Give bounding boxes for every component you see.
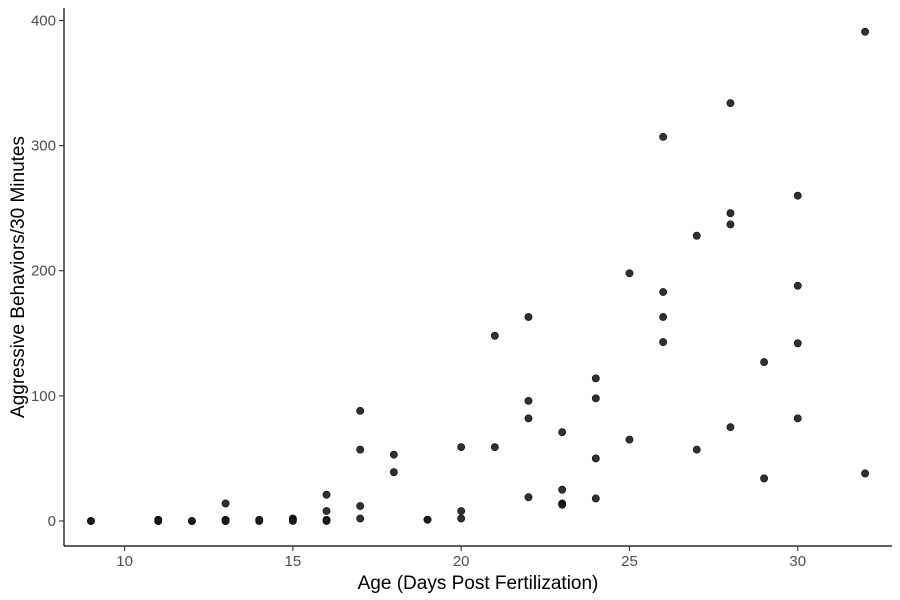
y-axis-title: Aggressive Behaviors/30 Minutes xyxy=(8,136,29,418)
data-point xyxy=(491,332,498,339)
data-point xyxy=(660,313,667,320)
data-point xyxy=(323,507,330,514)
data-point xyxy=(727,424,734,431)
y-tick-label: 300 xyxy=(31,138,56,155)
data-point xyxy=(491,444,498,451)
data-point xyxy=(693,232,700,239)
data-point xyxy=(357,515,364,522)
y-tick-label: 100 xyxy=(31,388,56,405)
data-point xyxy=(760,475,767,482)
y-tick-label: 0 xyxy=(48,513,56,530)
data-point xyxy=(794,192,801,199)
data-point xyxy=(357,446,364,453)
x-axis-ticks: 10 15 20 25 30 xyxy=(116,546,806,570)
data-point xyxy=(458,444,465,451)
data-point xyxy=(559,429,566,436)
data-point xyxy=(525,494,532,501)
data-point xyxy=(390,469,397,476)
data-point xyxy=(357,502,364,509)
x-tick-label: 30 xyxy=(789,553,806,570)
data-point xyxy=(525,415,532,422)
data-point xyxy=(592,455,599,462)
x-tick-label: 15 xyxy=(285,553,302,570)
data-point xyxy=(660,338,667,345)
data-point xyxy=(87,517,94,524)
data-point xyxy=(525,313,532,320)
data-point xyxy=(458,507,465,514)
y-axis-ticks: 0 100 200 300 400 xyxy=(31,13,64,530)
data-point xyxy=(592,495,599,502)
data-point xyxy=(592,395,599,402)
data-point xyxy=(626,270,633,277)
data-point xyxy=(155,517,162,524)
data-point xyxy=(323,491,330,498)
data-point xyxy=(727,99,734,106)
data-point xyxy=(727,221,734,228)
x-tick-label: 10 xyxy=(116,553,133,570)
data-point xyxy=(727,210,734,217)
data-point xyxy=(525,397,532,404)
data-point xyxy=(626,436,633,443)
data-point xyxy=(256,516,263,523)
data-point xyxy=(559,486,566,493)
y-tick-label: 400 xyxy=(31,13,56,30)
data-point xyxy=(357,407,364,414)
data-point xyxy=(592,375,599,382)
data-point xyxy=(458,515,465,522)
data-point xyxy=(693,446,700,453)
data-point xyxy=(660,288,667,295)
data-point xyxy=(222,500,229,507)
data-point xyxy=(390,451,397,458)
x-tick-label: 25 xyxy=(621,553,638,570)
data-point xyxy=(760,358,767,365)
data-point xyxy=(861,470,868,477)
data-point xyxy=(188,517,195,524)
data-point xyxy=(861,28,868,35)
data-point xyxy=(323,517,330,524)
data-point xyxy=(660,133,667,140)
y-tick-label: 200 xyxy=(31,263,56,280)
x-tick-label: 20 xyxy=(453,553,470,570)
data-point xyxy=(794,340,801,347)
data-point xyxy=(794,282,801,289)
x-axis-title: Age (Days Post Fertilization) xyxy=(358,573,599,594)
points-layer xyxy=(87,28,868,524)
data-point xyxy=(222,517,229,524)
data-point xyxy=(794,415,801,422)
data-point xyxy=(289,517,296,524)
data-point xyxy=(424,516,431,523)
data-point xyxy=(559,501,566,508)
